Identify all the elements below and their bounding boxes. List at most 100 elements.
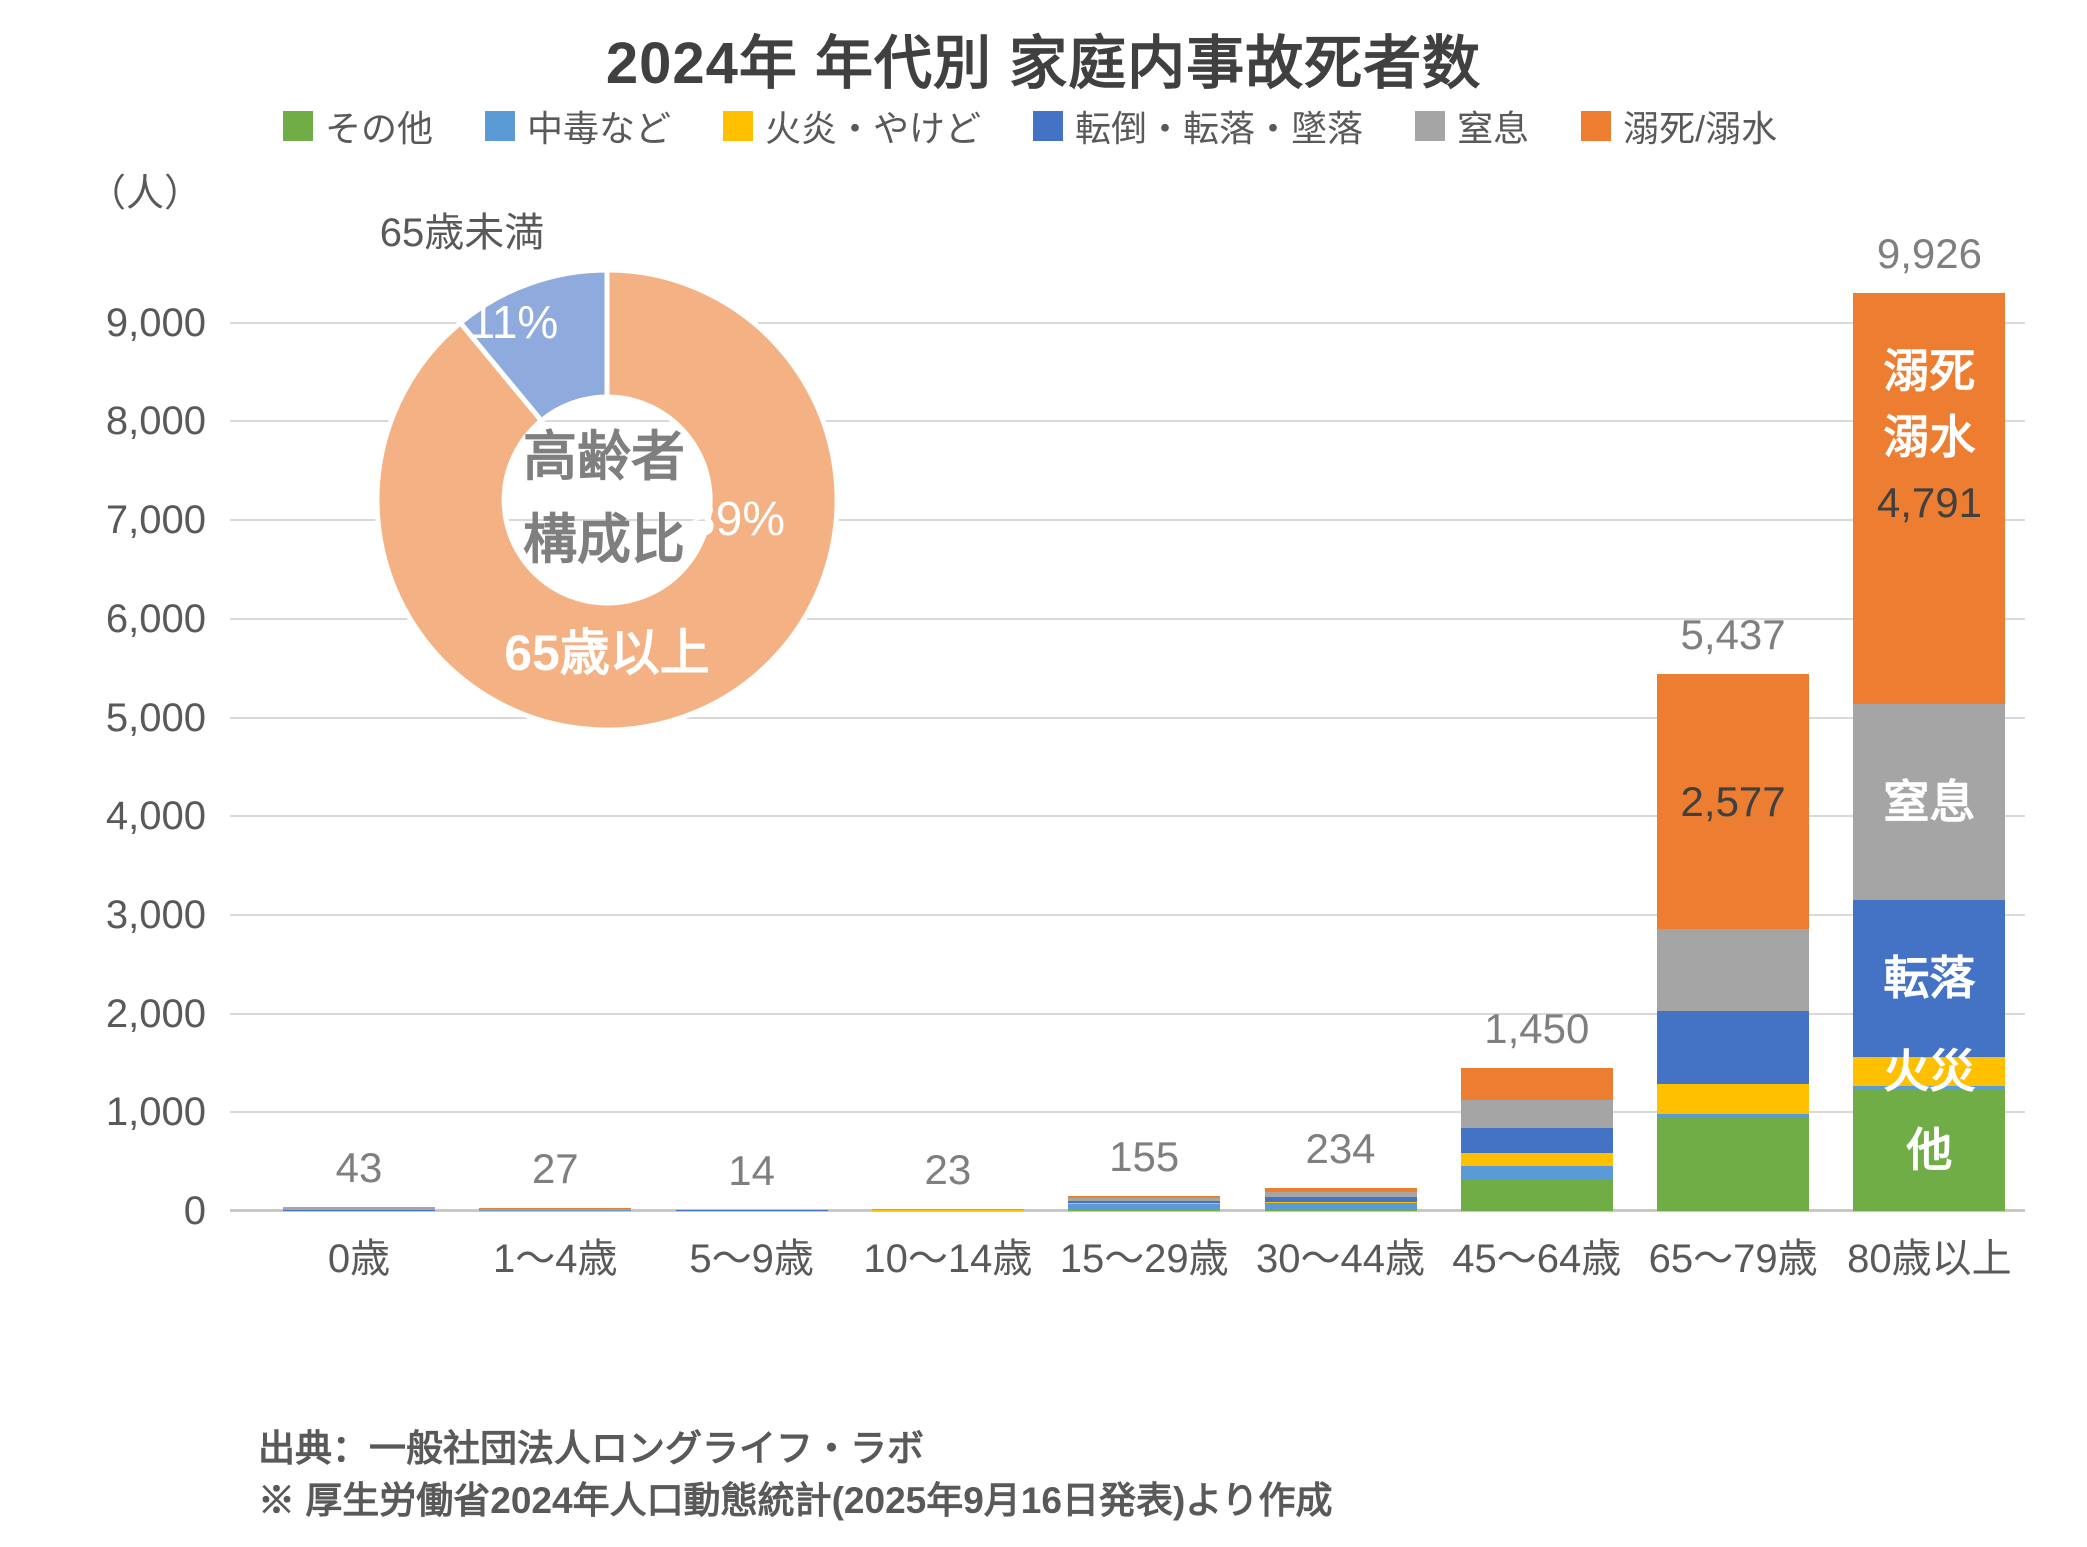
legend-swatch-icon bbox=[1033, 111, 1064, 141]
legend-item-4: 窒息 bbox=[1415, 100, 1529, 152]
gridline-9000 bbox=[230, 321, 2025, 324]
bar-segment-窒息 bbox=[1853, 704, 2006, 901]
gridline-8000 bbox=[230, 420, 2025, 423]
bar-segment-窒息 bbox=[479, 1209, 632, 1210]
bar-segment-転倒・転落・墜落 bbox=[1853, 900, 2006, 1058]
bar-10〜14歳 bbox=[871, 1208, 1024, 1211]
bar-segment-中毒など bbox=[1068, 1204, 1221, 1210]
bar-segment-窒息 bbox=[871, 1209, 1024, 1211]
y-tick-label: 6,000 bbox=[105, 596, 206, 641]
legend-item-label: その他 bbox=[325, 108, 434, 149]
legend-item-label: 転倒・転落・墜落 bbox=[1075, 108, 1364, 149]
note-line: ※ 厚生労働省2024年人口動態統計(2025年9月16日発表)より作成 bbox=[258, 1480, 1333, 1521]
bar-30〜44歳 bbox=[1264, 1187, 1417, 1211]
x-axis-label: 80歳以上 bbox=[1847, 1237, 2012, 1281]
y-tick-label: 4,000 bbox=[105, 794, 206, 839]
bar-segment-溺死/溺水 bbox=[479, 1208, 632, 1210]
bar-80歳以上 bbox=[1853, 293, 2006, 1211]
bar-segment-その他 bbox=[1853, 1089, 2006, 1211]
legend-item-0: その他 bbox=[283, 100, 433, 152]
bar-65〜79歳 bbox=[1657, 674, 1810, 1211]
bar-segment-その他 bbox=[1068, 1209, 1221, 1211]
bar-segment-窒息 bbox=[1460, 1099, 1613, 1129]
bar-segment-溺死/溺水 bbox=[871, 1208, 1024, 1210]
gridline-3000 bbox=[230, 913, 2025, 916]
legend-swatch-icon bbox=[283, 111, 313, 141]
gridline-7000 bbox=[230, 519, 2025, 522]
bar-segment-中毒など bbox=[1657, 1114, 1810, 1119]
donut-pct-under-65: 11% bbox=[469, 296, 559, 348]
legend-item-label: 溺死/溺水 bbox=[1623, 108, 1778, 149]
y-tick-label: 9,000 bbox=[105, 300, 206, 345]
donut-label-under-65: 65歳未満 bbox=[379, 211, 545, 255]
gridline-2000 bbox=[230, 1012, 2025, 1015]
y-axis-unit-label: （人） bbox=[88, 173, 203, 215]
bar-segment-転倒・転落・墜落 bbox=[1657, 1010, 1810, 1084]
x-axis-label: 0歳 bbox=[327, 1237, 391, 1281]
bar-5〜9歳 bbox=[675, 1209, 828, 1211]
bar-segment-窒息 bbox=[1264, 1192, 1417, 1197]
legend-item-2: 火炎・やけど bbox=[723, 100, 981, 152]
bar-segment-転倒・転落・墜落 bbox=[1460, 1128, 1613, 1153]
y-tick-label: 7,000 bbox=[105, 498, 206, 543]
legend-item-label: 窒息 bbox=[1457, 108, 1530, 149]
legend-item-label: 火炎・やけど bbox=[765, 108, 982, 149]
legend-item-label: 中毒など bbox=[527, 108, 672, 149]
donut-label-65-and-over: 65歳以上 bbox=[504, 625, 710, 681]
legend-swatch-icon bbox=[1581, 111, 1612, 141]
bar-segment-その他 bbox=[1264, 1208, 1417, 1211]
bars-layer bbox=[230, 293, 2025, 1211]
bar-segment-その他 bbox=[1657, 1118, 1810, 1211]
source-line: 出典：一般社団法人ロングライフ・ラボ bbox=[258, 1428, 924, 1469]
bar-segment-火炎・やけど bbox=[1657, 1083, 1810, 1115]
chart-title: 2024年 年代別 家庭内事故死者数 bbox=[605, 31, 1482, 96]
bar-segment-溺死/溺水 bbox=[1853, 293, 2006, 705]
legend-item-5: 溺死/溺水 bbox=[1581, 100, 1777, 152]
bar-segment-溺死/溺水 bbox=[1460, 1067, 1613, 1100]
legend-swatch-icon bbox=[485, 111, 516, 141]
legend-swatch-icon bbox=[1415, 111, 1446, 141]
y-tick-label: 8,000 bbox=[105, 399, 206, 444]
y-tick-label: 2,000 bbox=[105, 991, 206, 1036]
donut-center-label-line2: 構成比 bbox=[523, 510, 685, 570]
y-tick-label: 5,000 bbox=[105, 695, 206, 740]
bar-segment-窒息 bbox=[1657, 928, 1810, 1011]
bar-segment-溺死/溺水 bbox=[1657, 674, 1810, 929]
donut-pct-65-and-over: 89% bbox=[688, 493, 786, 546]
donut-chart bbox=[374, 267, 840, 733]
legend-swatch-icon bbox=[723, 111, 754, 141]
x-axis-label: 1〜4歳 bbox=[493, 1237, 618, 1281]
gridline-4000 bbox=[230, 815, 2025, 818]
bar-45〜64歳 bbox=[1460, 1067, 1613, 1211]
bar-segment-中毒など bbox=[1853, 1086, 2006, 1090]
legend-item-3: 転倒・転落・墜落 bbox=[1033, 100, 1363, 152]
y-tick-label: 1,000 bbox=[105, 1090, 206, 1135]
bar-segment-転倒・転落・墜落 bbox=[1068, 1200, 1221, 1204]
bar-segment-溺死/溺水 bbox=[1264, 1187, 1417, 1193]
bar-segment-窒息 bbox=[1068, 1198, 1221, 1201]
bar-segment-火炎・やけど bbox=[1264, 1201, 1417, 1203]
x-axis-label: 45〜64歳 bbox=[1452, 1237, 1622, 1281]
gridline-5000 bbox=[230, 716, 2025, 719]
x-axis-label: 15〜29歳 bbox=[1059, 1237, 1229, 1281]
x-axis-label: 10〜14歳 bbox=[863, 1237, 1033, 1281]
bar-1〜4歳 bbox=[479, 1208, 632, 1211]
bar-segment-溺死/溺水 bbox=[1068, 1195, 1221, 1199]
legend-item-1: 中毒など bbox=[485, 100, 671, 152]
bar-15〜29歳 bbox=[1068, 1195, 1221, 1211]
bar-segment-転倒・転落・墜落 bbox=[1264, 1196, 1417, 1202]
bar-0歳 bbox=[283, 1206, 435, 1211]
bar-segment-窒息 bbox=[283, 1206, 435, 1211]
bar-segment-火炎・やけど bbox=[1460, 1152, 1613, 1166]
donut-center-label-line1: 高齢者 bbox=[523, 427, 685, 487]
bar-total-label: 9,926 bbox=[1876, 230, 1982, 277]
y-tick-label: 3,000 bbox=[105, 892, 206, 937]
gridline-1000 bbox=[230, 1111, 2025, 1114]
gridline-6000 bbox=[230, 617, 2025, 620]
x-axis-label: 30〜44歳 bbox=[1256, 1237, 1425, 1281]
bar-segment-その他 bbox=[1460, 1179, 1613, 1211]
bar-segment-火炎・やけど bbox=[1068, 1203, 1221, 1205]
bar-segment-中毒など bbox=[1264, 1202, 1417, 1209]
donut-slice-under-65 bbox=[457, 267, 610, 424]
